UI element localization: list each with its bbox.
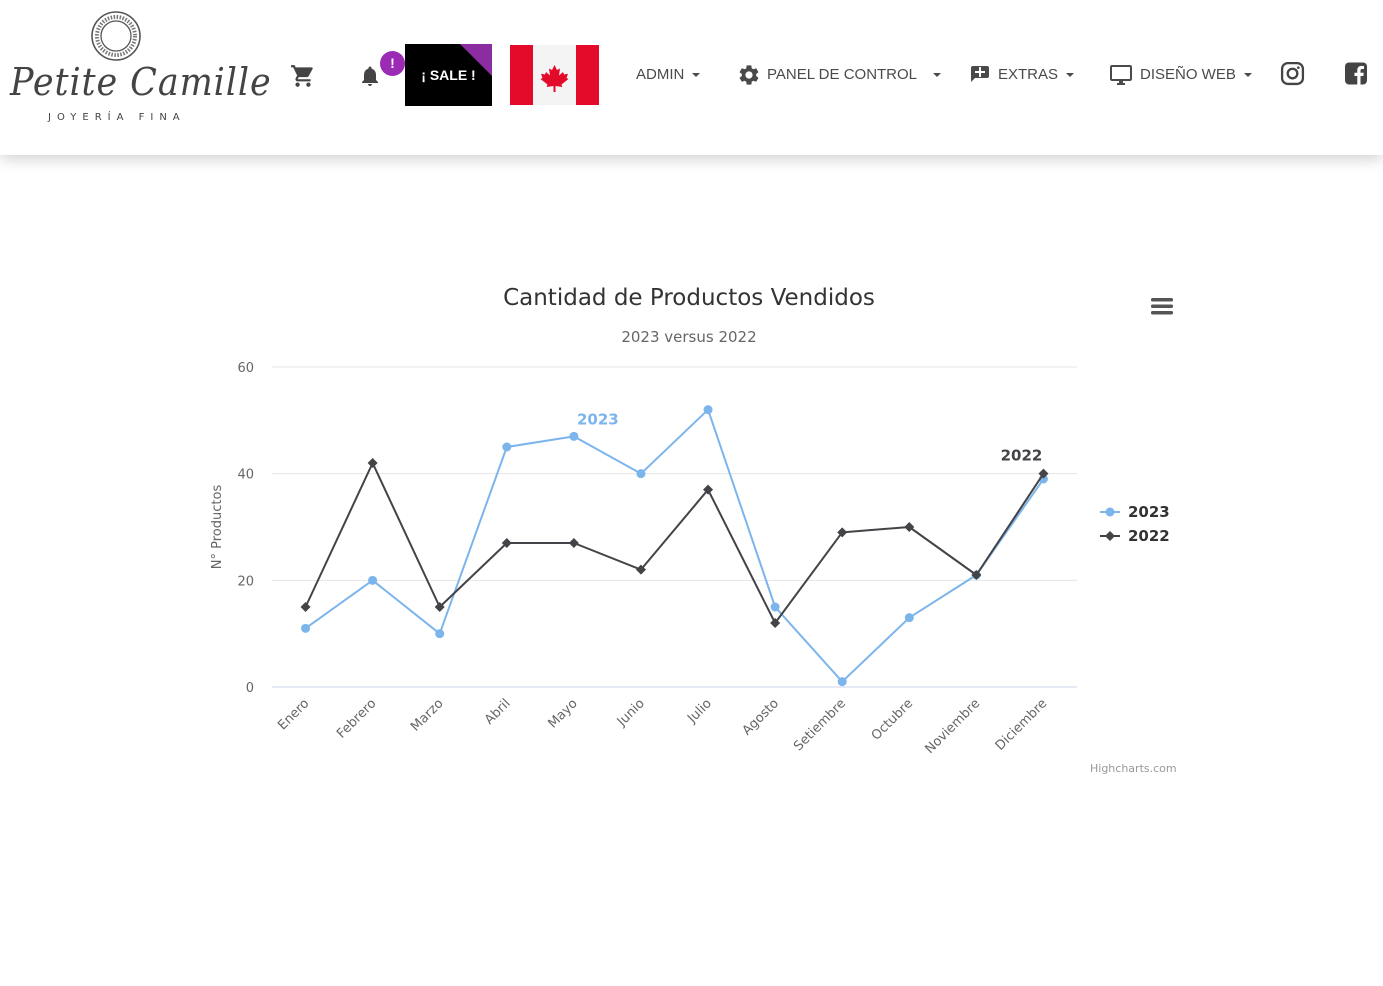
brand-logo[interactable]: Petite Camille JOYERÍA FINA xyxy=(8,8,272,133)
instagram-icon[interactable] xyxy=(1280,61,1305,86)
x-tick-label: Abril xyxy=(482,696,514,728)
series-line-2022 xyxy=(304,462,1045,624)
data-point-2023 xyxy=(636,469,646,479)
gear-icon xyxy=(739,65,759,85)
add-box-icon xyxy=(971,66,989,83)
nav-web-label: DISEÑO WEB xyxy=(1140,66,1236,83)
notification-badge: ! xyxy=(380,51,405,76)
data-point-2022 xyxy=(837,527,848,538)
data-point-2022 xyxy=(635,564,646,575)
nav-panel-label: PANEL DE CONTROL xyxy=(767,66,918,83)
sale-corner-ribbon xyxy=(460,44,492,76)
data-point-2022 xyxy=(1038,468,1049,479)
series-label-2022: 2022 xyxy=(1001,447,1043,465)
x-tick-label: Julio xyxy=(684,696,715,727)
data-point-2022 xyxy=(434,602,445,612)
caret-down-icon xyxy=(933,73,942,78)
caret-down-icon xyxy=(1243,73,1252,78)
data-point-2022 xyxy=(971,570,982,580)
nav-panel-dropdown[interactable]: PANEL DE CONTROL xyxy=(737,62,942,88)
data-point-2023 xyxy=(904,613,914,623)
data-point-2022 xyxy=(904,522,915,532)
caret-down-icon xyxy=(692,73,701,78)
canada-flag-icon[interactable] xyxy=(510,45,599,105)
bell-icon[interactable] xyxy=(358,63,382,89)
data-point-2023 xyxy=(770,602,780,612)
legend-item-2023[interactable]: 2023 xyxy=(1100,503,1170,521)
data-point-2023 xyxy=(368,575,378,585)
data-point-2023 xyxy=(301,623,311,633)
y-tick-label: 0 xyxy=(246,681,254,696)
data-point-2023 xyxy=(837,677,847,687)
y-tick-label: 20 xyxy=(237,574,254,589)
x-tick-label: Mayo xyxy=(545,696,580,731)
chart-subtitle: 2023 versus 2022 xyxy=(621,328,757,346)
brand-tagline: JOYERÍA FINA xyxy=(48,112,186,123)
monitor-icon xyxy=(1110,65,1132,86)
data-point-2023 xyxy=(703,405,713,415)
sale-label: ¡ SALE ! xyxy=(421,67,476,83)
facebook-icon[interactable] xyxy=(1344,61,1368,86)
nav-admin-dropdown[interactable]: ADMIN xyxy=(636,62,701,88)
nav-extras-label: EXTRAS xyxy=(998,66,1059,83)
x-tick-label: Noviembre xyxy=(922,696,983,757)
x-tick-label: Agosto xyxy=(740,696,782,738)
legend-marker xyxy=(1105,507,1115,517)
y-axis-title: N° Productos xyxy=(210,485,225,570)
caret-down-icon xyxy=(1066,73,1075,78)
cart-icon[interactable] xyxy=(289,63,317,89)
data-point-2023 xyxy=(502,442,512,452)
x-tick-label: Febrero xyxy=(334,696,379,741)
series-line-2023 xyxy=(304,408,1045,683)
legend-label: 2023 xyxy=(1128,503,1170,521)
chart-credits-link[interactable]: Highcharts.com xyxy=(1090,762,1177,775)
x-tick-label: Octubre xyxy=(869,696,916,743)
nav-extras-dropdown[interactable]: EXTRAS xyxy=(968,62,1075,88)
legend-item-2022[interactable]: 2022 xyxy=(1100,527,1170,545)
data-point-2023 xyxy=(435,629,445,639)
logo-ring-icon xyxy=(91,11,141,61)
series-label-2023: 2023 xyxy=(577,410,619,428)
legend-marker xyxy=(1105,531,1115,541)
top-navbar: Petite Camille JOYERÍA FINA ! ¡ SALE ! A… xyxy=(0,0,1383,155)
brand-name: Petite Camille xyxy=(10,60,272,104)
x-tick-label: Diciembre xyxy=(993,696,1051,754)
data-point-2022 xyxy=(300,602,311,612)
y-tick-label: 40 xyxy=(237,468,254,483)
x-tick-label: Junio xyxy=(614,696,648,730)
x-tick-label: Setiembre xyxy=(791,696,849,754)
data-point-2022 xyxy=(501,538,512,548)
nav-web-dropdown[interactable]: DISEÑO WEB xyxy=(1108,62,1252,88)
data-point-2022 xyxy=(770,618,781,628)
chart-menu-icon[interactable] xyxy=(1150,295,1174,317)
data-point-2022 xyxy=(367,458,378,468)
sale-banner[interactable]: ¡ SALE ! xyxy=(405,44,492,106)
x-tick-label: Enero xyxy=(275,696,312,733)
legend-label: 2022 xyxy=(1128,527,1170,545)
data-point-2023 xyxy=(569,431,579,441)
y-tick-label: 60 xyxy=(237,361,254,376)
x-tick-label: Marzo xyxy=(408,696,446,734)
data-point-2022 xyxy=(703,484,714,495)
data-point-2022 xyxy=(568,538,579,548)
nav-admin-label: ADMIN xyxy=(636,66,685,83)
chart-title: Cantidad de Productos Vendidos xyxy=(503,285,875,311)
